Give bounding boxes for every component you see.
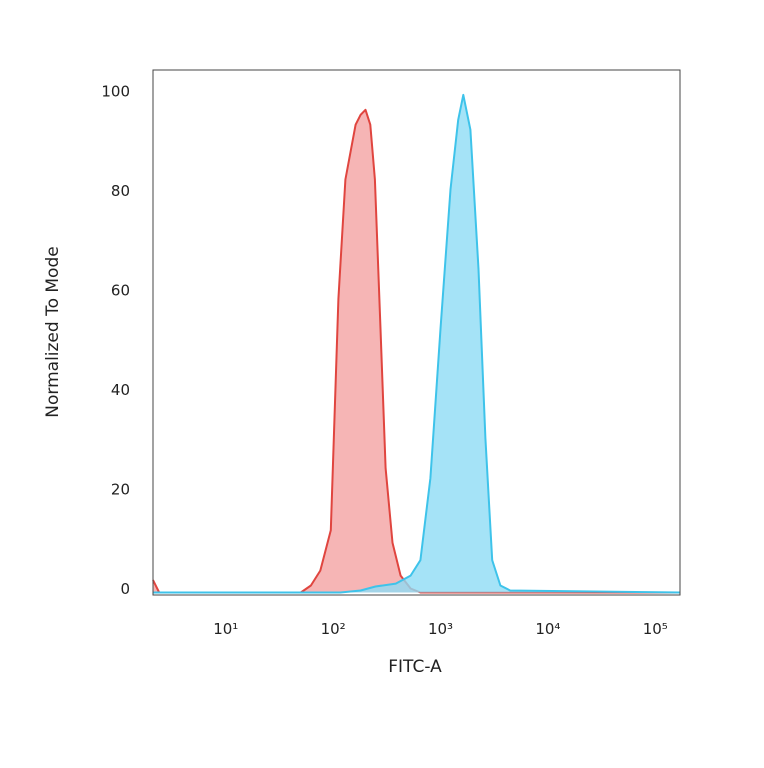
y-tick-label: 80 [111, 182, 130, 200]
x-tick-label: 10² [321, 620, 346, 638]
x-tick-label: 10⁵ [643, 620, 668, 638]
x-tick-label: 10¹ [213, 620, 238, 638]
plot-frame [152, 69, 681, 596]
y-tick-label: 0 [120, 580, 130, 598]
y-tick-label: 20 [111, 480, 130, 498]
y-tick-label: 40 [111, 381, 130, 399]
series-line [153, 93, 681, 594]
area-fill [153, 94, 680, 593]
y-tick-label: 100 [101, 82, 130, 100]
x-axis-label: FITC-A [388, 657, 442, 677]
y-axis-label: Normalized To Mode [43, 246, 63, 417]
y-tick-label: 60 [111, 281, 130, 299]
series-line [152, 108, 680, 594]
x-tick-label: 10⁴ [535, 620, 560, 638]
x-tick-label: 10³ [428, 620, 453, 638]
area-fill [153, 109, 680, 593]
